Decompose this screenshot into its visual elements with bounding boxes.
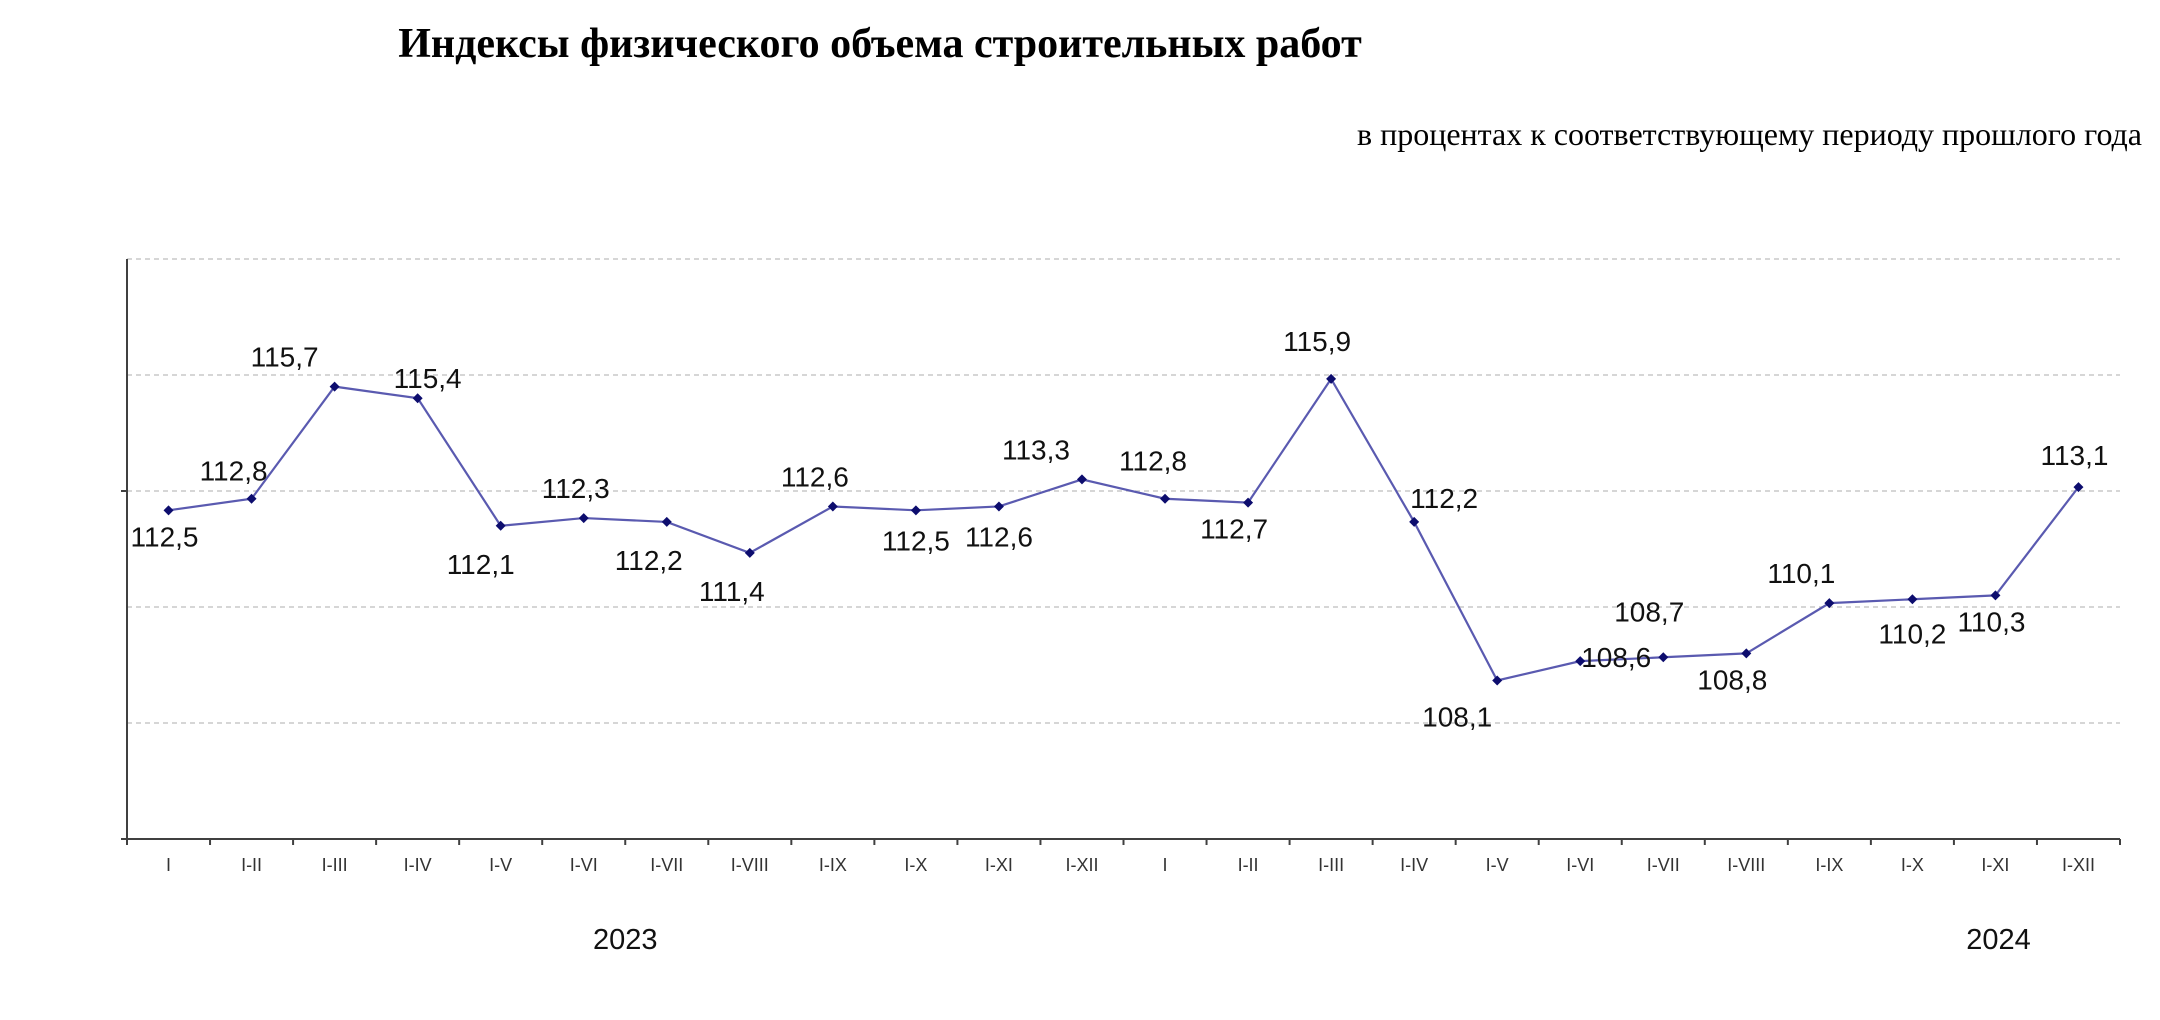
data-label: 112,5 [131,521,199,552]
data-point-marker [1990,590,2001,601]
x-tick-label: I-IX [1815,855,1843,875]
data-point-marker [661,516,672,527]
data-label: 113,1 [2040,440,2108,471]
data-point-marker [1741,648,1752,659]
data-label: 112,8 [200,456,268,487]
data-point-marker [1409,516,1420,527]
x-tick-label: I-X [1901,855,1924,875]
data-point-marker [246,493,257,504]
data-point-marker [744,547,755,558]
data-point-marker [1492,675,1503,686]
data-label: 112,7 [1200,514,1268,545]
x-tick-label: I-III [1318,855,1344,875]
data-point-marker [412,393,423,404]
x-tick-label: I-VII [1647,855,1680,875]
x-tick-label: I-XII [1065,855,1098,875]
data-point-marker [163,505,174,516]
year-group-label: 2023 [593,924,658,956]
data-label: 108,1 [1422,701,1492,732]
data-point-marker [827,501,838,512]
x-tick-label: I-XII [2062,855,2095,875]
x-tick-label: I [166,855,171,875]
data-label: 110,3 [1957,606,2025,637]
x-tick-label: I-IV [1400,855,1428,875]
data-label: 112,2 [615,545,683,576]
data-point-marker [1160,493,1171,504]
data-label: 108,8 [1697,664,1767,695]
series-line [168,376,2080,682]
data-label: 112,6 [781,461,849,492]
data-point-marker [1575,656,1586,667]
chart-subtitle: в процентах к соответствующему периоду п… [1356,116,2142,152]
data-point-marker [1243,497,1254,508]
x-tick-label: I-VII [650,855,683,875]
data-point-marker [910,505,921,516]
x-tick-label: I-II [241,855,262,875]
x-tick-label: I-XI [985,855,1013,875]
data-label: 108,7 [1614,596,1684,627]
data-label: 115,4 [394,363,462,394]
x-tick-label: I-XI [1981,855,2009,875]
data-point-marker [495,520,506,531]
data-label: 112,2 [1410,483,1478,514]
data-point-marker [1658,652,1669,663]
data-point-marker [1824,598,1835,609]
year-group-label: 2024 [1966,924,2031,956]
data-label: 111,4 [699,576,765,607]
data-label: 115,7 [251,342,319,373]
x-tick-label: I-VI [570,855,598,875]
data-label: 113,3 [1002,434,1070,465]
x-tick-label: I-IX [819,855,847,875]
x-tick-label: I-IV [404,855,432,875]
x-tick-label: I-V [1486,855,1509,875]
x-tick-label: I-X [904,855,927,875]
data-label: 110,2 [1878,618,1946,649]
x-tick-label: I-V [489,855,512,875]
data-label: 112,5 [882,525,950,556]
data-label: 115,9 [1283,326,1351,357]
x-tick-label: I-VIII [731,855,769,875]
x-tick-label: I-VIII [1727,855,1765,875]
data-point-marker [993,501,1004,512]
x-tick-label: I-VI [1566,855,1594,875]
data-point-marker [1907,594,1918,605]
data-label: 112,3 [542,473,610,504]
data-point-marker [329,381,340,392]
data-point-marker [1326,373,1337,384]
data-label: 112,1 [447,549,515,580]
data-label: 112,8 [1119,446,1187,477]
x-tick-label: I-II [1238,855,1259,875]
data-label: 110,1 [1767,558,1835,589]
data-point-marker [578,513,589,524]
data-point-marker [2073,482,2084,493]
chart-title: Индексы физического объема строительных … [398,21,1362,67]
data-point-marker [1076,474,1087,485]
data-label: 108,6 [1581,642,1651,673]
x-tick-label: I [1163,855,1168,875]
x-tick-label: I-III [322,855,348,875]
data-label: 112,6 [965,521,1033,552]
